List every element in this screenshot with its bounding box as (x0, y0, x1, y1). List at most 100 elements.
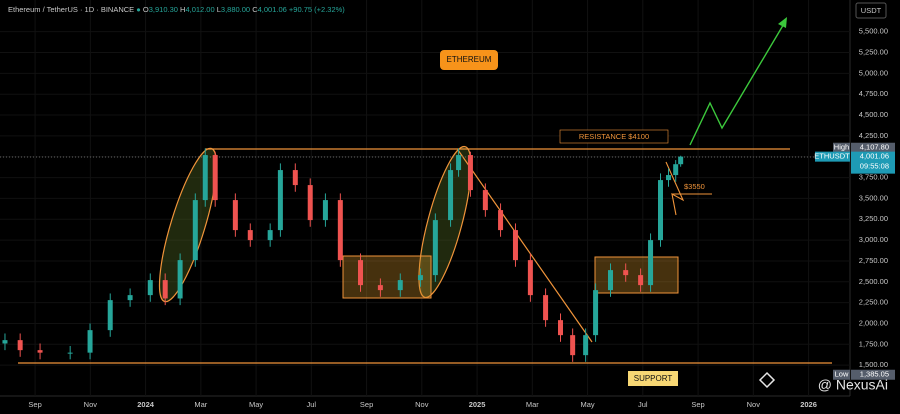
projection-arrow (689, 21, 786, 146)
support-label: SUPPORT (634, 374, 673, 383)
candle-body (377, 285, 383, 291)
candle-body (482, 190, 488, 211)
high: 4,012.00 (185, 5, 215, 14)
candle-body (583, 335, 589, 356)
x-tick-label: Mar (194, 400, 207, 409)
h-tag: H (180, 5, 186, 14)
candle-body (307, 185, 313, 221)
currency: USDT (861, 6, 882, 15)
candle-body (322, 200, 328, 221)
x-tick-label: 2025 (469, 400, 486, 409)
candle-body (337, 200, 343, 261)
ellipse (418, 145, 472, 299)
close: 4,001.06 (257, 5, 287, 14)
candle-body (2, 340, 8, 344)
candle-body (657, 180, 663, 241)
candle-body (543, 295, 549, 321)
y-tick-label: 4,500.00 (859, 110, 888, 119)
l-tag: L (216, 5, 221, 14)
price-label-box (851, 151, 895, 174)
annotation-title: ETHEREUM (447, 55, 492, 64)
grid (0, 0, 850, 396)
candle-body (292, 170, 298, 186)
candle-body (247, 230, 253, 241)
resistance-label: RESISTANCE $4100 (579, 132, 649, 141)
price-tag: ETHUSDT (814, 152, 850, 161)
low: 3,880.00 (220, 5, 251, 14)
price-tag: Low (835, 370, 849, 379)
y-tick-label: 2,000.00 (859, 318, 888, 327)
y-tick-label: 2,750.00 (859, 256, 888, 265)
symbol: Ethereum / TetherUS · 1D · BINANCE (8, 5, 135, 14)
price-tag-box (815, 151, 850, 162)
x-tick-label: Sep (28, 400, 41, 409)
label-box (559, 129, 669, 144)
candle-body (17, 340, 23, 351)
candle-body (87, 330, 93, 353)
candle-body (432, 220, 438, 276)
o-tag: O (142, 5, 149, 14)
x-tick-label: Jul (307, 400, 317, 409)
candle-body (638, 275, 644, 286)
watermark: @ NexusAi (818, 377, 888, 393)
annotation-labels: ETHEREUM RESISTANCE $4100 $3550 SUPPORT (440, 50, 705, 386)
candle-body (623, 270, 629, 276)
candle-body (456, 155, 462, 171)
candle-body (127, 295, 133, 301)
open: 3,910.30 (148, 5, 178, 14)
x-tick-label: Nov (84, 400, 98, 409)
candle-body (397, 280, 403, 291)
candle-body (512, 230, 518, 261)
candle-body (498, 210, 504, 231)
candle-body (593, 290, 599, 336)
x-tick-label: Nov (747, 400, 761, 409)
range-box (342, 255, 432, 299)
y-tick-label: 5,000.00 (859, 68, 888, 77)
countdown: 09:55:08 (860, 162, 889, 171)
y-tick-label: 3,250.00 (859, 214, 888, 223)
candle-body (357, 260, 363, 286)
y-tick-label: 5,500.00 (859, 27, 888, 36)
candle-body (467, 155, 473, 191)
candle-body (448, 170, 454, 221)
change: +90.75 (+2.32%) (288, 5, 345, 14)
candle-body (570, 335, 576, 356)
candle-body (162, 280, 168, 299)
candle-body (527, 260, 533, 296)
candle-body (67, 352, 73, 354)
x-tick-label: Sep (360, 400, 373, 409)
x-tick-label: 2024 (137, 400, 155, 409)
candle-body (202, 155, 208, 201)
candle-body (107, 300, 113, 331)
y-tick-label: 1,750.00 (859, 339, 888, 348)
y-tick-label: 4,750.00 (859, 89, 888, 98)
candle-body (267, 230, 273, 241)
header: Ethereum / TetherUS · 1D · BINANCE ● O3,… (8, 5, 345, 14)
y-tick-label: 5,250.00 (859, 48, 888, 57)
status-dot: ● (136, 5, 141, 14)
candle-body (607, 270, 613, 291)
candle-body (277, 170, 283, 231)
candle-body (417, 275, 423, 281)
title-box (440, 50, 498, 70)
x-tick-label: Mar (526, 400, 539, 409)
x-tick-label: Jul (638, 400, 648, 409)
candle-body (147, 280, 153, 296)
y-tick-label: 2,500.00 (859, 277, 888, 286)
c-tag: C (252, 5, 258, 14)
y-tick-label: 3,750.00 (859, 173, 888, 182)
y-tick-label: 4,250.00 (859, 131, 888, 140)
axis: 1,500.00 1,750.00 2,000.00 2,250.00 2,500.00… (28, 27, 895, 409)
x-tick-label: Nov (415, 400, 429, 409)
price-label: 1,385.05 (860, 370, 889, 379)
price-tag: High (834, 143, 849, 152)
y-tick-label: 3,000.00 (859, 235, 888, 244)
watermark-icon (758, 371, 776, 389)
price-label-box (851, 369, 895, 380)
x-tick-label: 2026 (800, 400, 817, 409)
candle-body (177, 260, 183, 299)
x-tick-label: May (580, 400, 594, 409)
candle-body (557, 320, 563, 336)
